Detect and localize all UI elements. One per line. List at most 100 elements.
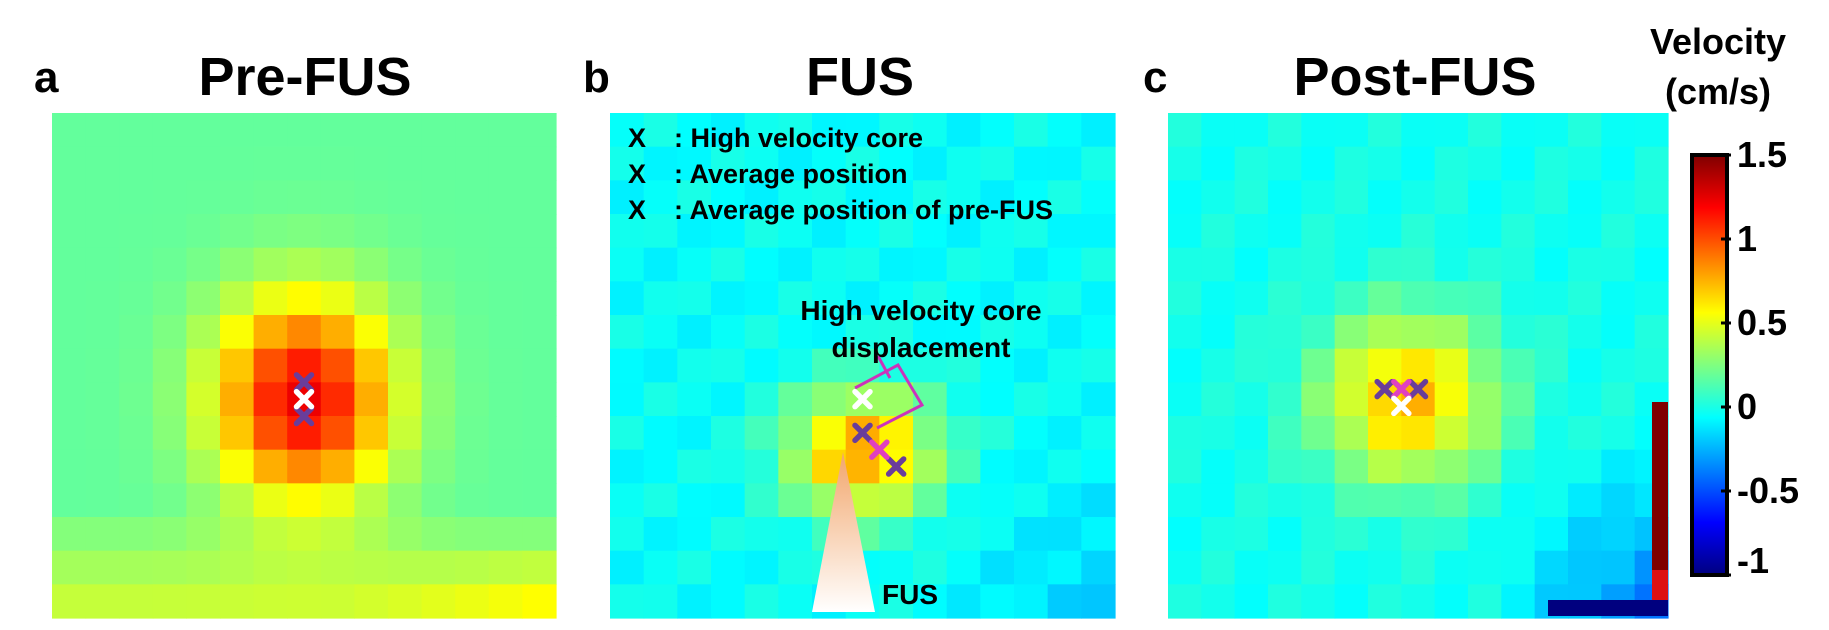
heatmap-cell [287,517,322,552]
heatmap-cell [354,550,389,585]
heatmap-cell [1047,348,1082,383]
heatmap-cell [1368,550,1402,585]
heatmap-cell [1368,247,1402,282]
heatmap-cell [610,281,645,316]
colorbar-tick-label: -1 [1737,540,1769,581]
heatmap-cell [711,281,746,316]
heatmap-cell [1168,416,1202,451]
heatmap-cell [1168,180,1202,215]
fus-label: FUS [882,579,938,610]
heatmap-cell [1014,247,1049,282]
heatmap-cell [1401,113,1436,148]
heatmap-cell [253,146,288,181]
heatmap-cell [488,584,523,619]
heatmap-cell [1334,113,1369,148]
heatmap-cell [1568,113,1602,148]
heatmap-cell [1301,348,1336,383]
heatmap-cell [354,247,389,282]
heatmap-cell [421,247,456,282]
heatmap-cell [946,382,981,417]
heatmap-cell [1334,517,1369,552]
heatmap-cell [320,247,355,282]
heatmap-cell [812,281,847,316]
heatmap-cell [1014,315,1049,350]
heatmap-cell [946,146,981,181]
heatmap-cell [1201,517,1236,552]
heatmap-cell [1268,146,1302,181]
heatmap-cell [1081,315,1116,350]
heatmap-cell [119,113,154,148]
heatmap-cell [1534,146,1569,181]
heatmap-cell [1081,416,1116,451]
heatmap-cell [152,348,187,383]
heatmap-cell [1468,416,1502,451]
heatmap-cell [1047,416,1082,451]
core-marker [1374,378,1395,400]
heatmap-cell [610,483,645,518]
heatmap-cell [522,180,557,215]
heatmap-cell [913,449,948,484]
heatmap-cell [711,180,746,215]
heatmap-cell [1634,348,1669,383]
heatmap-cell [1201,113,1236,148]
heatmap-cell [354,180,389,215]
heatmap-cell [744,247,779,282]
heatmap-cell [354,584,389,619]
heatmap-cell [186,315,221,350]
heatmap-cell [778,550,813,585]
heatmap-cell [1501,348,1536,383]
core-marker [852,422,873,444]
heatmap-cell [388,214,423,249]
heatmap-cell [1434,449,1469,484]
heatmap-cell [1368,483,1402,518]
heatmap-cell [643,449,678,484]
colorbar-ticks: 1.5 1 0.5 0 -0.5 -1 [1721,134,1799,581]
heatmap-cell [421,550,456,585]
heatmap-cell [1334,449,1369,484]
heatmap-cell [287,146,322,181]
heatmap-cell [186,550,221,585]
heatmap-cell [744,180,779,215]
heatmap-cell [677,483,712,518]
heatmap-cell [1434,584,1469,619]
heatmap-cell [253,584,288,619]
heatmap-cell [1301,180,1336,215]
heatmap-cell [421,113,456,148]
heatmap-cell [812,214,847,249]
heatmap-cell [1368,214,1402,249]
heatmap-cell [455,382,490,417]
heatmap-cell [744,146,779,181]
heatmap-cell [1234,449,1269,484]
heatmap-cell [677,113,712,148]
heatmap-cell [1434,146,1469,181]
heatmap-cell [1534,214,1569,249]
heatmap-cell [287,214,322,249]
heatmap-cell [677,550,712,585]
heatmap-cell [845,180,880,215]
heatmap-cell [85,483,120,518]
heatmap-cell [119,214,154,249]
heatmap-cell [1047,281,1082,316]
heatmap-cell [287,113,322,148]
heatmap-cell [1301,281,1336,316]
heatmap-cell [1601,483,1636,518]
heatmap-cell [1468,247,1502,282]
heatmap-cell [522,382,557,417]
heatmap-cell [913,550,948,585]
heatmap-cell [879,315,914,350]
heatmap-cell [1401,315,1436,350]
heatmap-cell [119,550,154,585]
heatmap-cell [643,315,678,350]
heatmap-cell [946,348,981,383]
heatmap-cell [1401,449,1436,484]
heatmap-cell [778,247,813,282]
heatmap-cell [1168,146,1202,181]
heatmap-cell [1201,483,1236,518]
legend-average-symbol: X [628,159,646,189]
heatmap-cell [1534,382,1569,417]
heatmap-cell [488,315,523,350]
heatmap-cell [1534,550,1569,585]
heatmap-cell [421,483,456,518]
heatmap-cell [1168,584,1202,619]
heatmap-cell [1234,348,1269,383]
